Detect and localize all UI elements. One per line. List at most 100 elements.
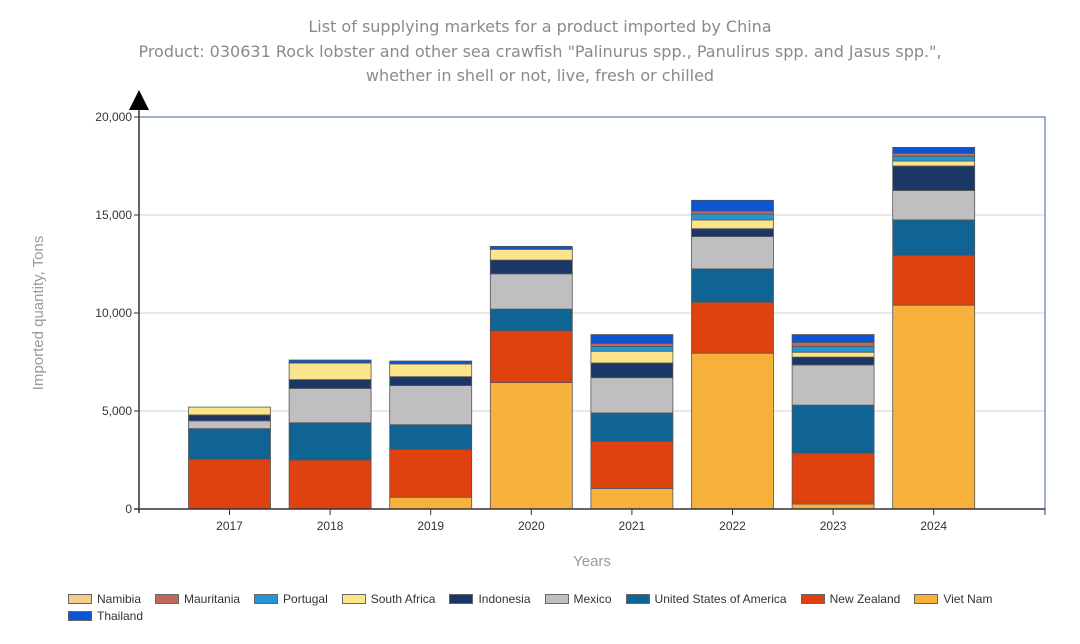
bar-segment-mexico-2024[interactable] bbox=[892, 190, 976, 221]
bar-segment-thailand-2022[interactable] bbox=[691, 199, 774, 212]
bar-segment-mexico-2020[interactable] bbox=[489, 273, 573, 310]
bar-segment-portugal-2022[interactable] bbox=[691, 213, 774, 221]
bar-segment-south-africa-2024[interactable] bbox=[892, 160, 976, 167]
bar-segment-thailand-2021[interactable] bbox=[590, 334, 674, 344]
bar-segment-thailand-2018[interactable] bbox=[288, 359, 372, 364]
legend-swatch bbox=[254, 594, 279, 604]
bar-segment-thailand-2024[interactable] bbox=[892, 146, 976, 154]
bar-segment-mexico-2019[interactable] bbox=[389, 385, 473, 426]
bar-segment-indonesia-2017[interactable] bbox=[188, 414, 271, 422]
bar-segment-united-states-of-america-2023[interactable] bbox=[791, 404, 875, 454]
bar-segment-south-africa-2023[interactable] bbox=[791, 351, 875, 358]
bar-segment-thailand-2020[interactable] bbox=[489, 245, 573, 250]
bar-segment-mauritania-2021[interactable] bbox=[590, 342, 674, 347]
bar-stack-2018 bbox=[288, 359, 372, 510]
legend-item-south-africa[interactable]: South Africa bbox=[341, 592, 436, 606]
y-tick-label: 20,000 bbox=[95, 110, 132, 124]
bar-segment-south-africa-2018[interactable] bbox=[288, 362, 372, 381]
bar-segment-viet-nam-2022[interactable] bbox=[691, 352, 774, 510]
bar-segment-new-zealand-2021[interactable] bbox=[590, 440, 674, 489]
bar-stack-2024 bbox=[892, 146, 976, 510]
bar-segment-south-africa-2021[interactable] bbox=[590, 350, 674, 364]
bar-segment-new-zealand-2018[interactable] bbox=[288, 459, 372, 510]
chart-subtitle-line-1: Product: 030631 Rock lobster and other s… bbox=[138, 42, 942, 61]
bar-segment-mauritania-2022[interactable] bbox=[691, 210, 774, 215]
bar-segment-south-africa-2019[interactable] bbox=[389, 363, 473, 378]
bar-stack-2020 bbox=[489, 245, 573, 510]
bar-segment-mexico-2021[interactable] bbox=[590, 377, 674, 414]
bar-segment-south-africa-2020[interactable] bbox=[489, 248, 573, 261]
bar-segment-indonesia-2023[interactable] bbox=[791, 356, 875, 366]
legend-item-new-zealand[interactable]: New Zealand bbox=[800, 592, 901, 606]
legend-item-thailand[interactable]: Thailand bbox=[68, 609, 143, 623]
bar-segment-indonesia-2020[interactable] bbox=[489, 259, 573, 275]
bar-stack-2023 bbox=[791, 334, 875, 510]
bar-segment-thailand-2019[interactable] bbox=[389, 360, 473, 365]
bar-segment-viet-nam-2021[interactable] bbox=[590, 488, 674, 510]
legend-label: Portugal bbox=[283, 592, 328, 606]
y-tick-label: 0 bbox=[125, 502, 132, 516]
legend-label: New Zealand bbox=[829, 592, 901, 606]
bar-segment-viet-nam-2019[interactable] bbox=[389, 496, 473, 510]
bar-segment-united-states-of-america-2020[interactable] bbox=[489, 308, 573, 332]
legend-swatch bbox=[800, 594, 825, 604]
bar-segment-mauritania-2023[interactable] bbox=[791, 341, 875, 347]
legend-item-mexico[interactable]: Mexico bbox=[544, 592, 612, 606]
legend-item-united-states-of-america[interactable]: United States of America bbox=[625, 592, 787, 606]
legend-swatch bbox=[68, 594, 92, 604]
bar-segment-viet-nam-2024[interactable] bbox=[892, 304, 976, 510]
bar-segment-indonesia-2024[interactable] bbox=[892, 165, 976, 191]
bar-segment-united-states-of-america-2024[interactable] bbox=[892, 219, 976, 256]
bar-stack-2017 bbox=[188, 406, 271, 510]
bar-segment-indonesia-2021[interactable] bbox=[590, 362, 674, 379]
bar-segment-portugal-2021[interactable] bbox=[590, 345, 674, 352]
bar-segment-new-zealand-2023[interactable] bbox=[791, 452, 875, 505]
bar-segment-indonesia-2018[interactable] bbox=[288, 379, 372, 389]
bar-segment-south-africa-2017[interactable] bbox=[188, 406, 271, 416]
legend: Namibia Mauritania Portugal South Africa Ind… bbox=[68, 592, 1028, 626]
bar-segment-mexico-2023[interactable] bbox=[791, 364, 875, 406]
chart-title: List of supplying markets for a product … bbox=[308, 17, 772, 36]
bar-segment-new-zealand-2020[interactable] bbox=[489, 330, 573, 383]
bar-segment-united-states-of-america-2022[interactable] bbox=[691, 268, 774, 303]
bar-segment-new-zealand-2017[interactable] bbox=[188, 458, 271, 510]
legend-swatch bbox=[155, 594, 180, 604]
bar-segment-mauritania-2024[interactable] bbox=[892, 152, 976, 157]
y-axis-title: Imported quantity, Tons bbox=[30, 236, 47, 391]
x-tick-label: 2018 bbox=[317, 519, 344, 533]
bar-segment-united-states-of-america-2021[interactable] bbox=[590, 412, 674, 442]
legend-label: Viet Nam bbox=[943, 592, 993, 606]
bar-segment-new-zealand-2019[interactable] bbox=[389, 448, 473, 498]
y-tick-label: 5,000 bbox=[102, 404, 132, 418]
bar-segment-south-africa-2022[interactable] bbox=[691, 219, 774, 230]
bar-segment-mexico-2017[interactable] bbox=[188, 420, 271, 430]
x-tick-label: 2020 bbox=[518, 519, 545, 533]
x-axis-title: Years bbox=[573, 553, 611, 570]
legend-item-namibia[interactable]: Namibia bbox=[68, 592, 141, 606]
bar-stack-2022 bbox=[691, 199, 774, 510]
bar-segment-mexico-2022[interactable] bbox=[691, 236, 774, 270]
bar-segment-new-zealand-2022[interactable] bbox=[691, 301, 774, 354]
bar-segment-indonesia-2022[interactable] bbox=[691, 228, 774, 237]
x-tick-label: 2021 bbox=[619, 519, 646, 533]
legend-item-indonesia[interactable]: Indonesia bbox=[449, 592, 531, 606]
legend-label: United States of America bbox=[654, 592, 787, 606]
legend-item-viet-nam[interactable]: Viet Nam bbox=[914, 592, 992, 606]
bar-segment-indonesia-2019[interactable] bbox=[389, 376, 473, 386]
bar-segment-portugal-2024[interactable] bbox=[892, 155, 976, 162]
bar-segment-thailand-2023[interactable] bbox=[791, 334, 875, 343]
x-tick-label: 2017 bbox=[216, 519, 243, 533]
legend-label: South Africa bbox=[370, 592, 436, 606]
legend-item-mauritania[interactable]: Mauritania bbox=[155, 592, 240, 606]
x-tick-label: 2019 bbox=[417, 519, 444, 533]
legend-label: Indonesia bbox=[478, 592, 531, 606]
bar-segment-united-states-of-america-2018[interactable] bbox=[288, 422, 372, 461]
bar-segment-viet-nam-2020[interactable] bbox=[489, 382, 573, 510]
bar-segment-new-zealand-2024[interactable] bbox=[892, 254, 976, 306]
legend-item-portugal[interactable]: Portugal bbox=[254, 592, 328, 606]
bar-segment-portugal-2023[interactable] bbox=[791, 345, 875, 353]
legend-label: Thailand bbox=[97, 609, 144, 623]
bar-segment-mexico-2018[interactable] bbox=[288, 388, 372, 424]
bar-segment-united-states-of-america-2019[interactable] bbox=[389, 424, 473, 450]
bar-segment-united-states-of-america-2017[interactable] bbox=[188, 428, 271, 460]
